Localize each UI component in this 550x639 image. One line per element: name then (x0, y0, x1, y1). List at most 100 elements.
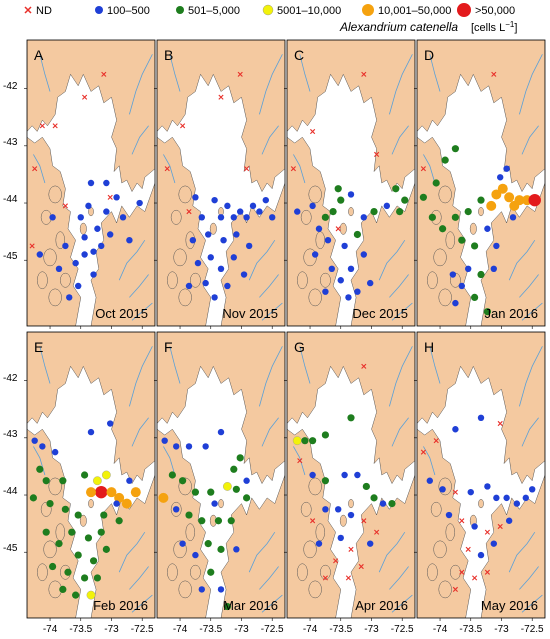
island (438, 185, 452, 204)
river-line (521, 417, 539, 447)
river-line (39, 346, 51, 384)
legend-item-501-5000: 501–5,000 (176, 5, 240, 17)
island (433, 540, 447, 559)
land-area (90, 182, 155, 326)
station-marker (513, 500, 521, 507)
island (300, 209, 312, 225)
river-line (299, 54, 311, 92)
river-line (519, 566, 539, 590)
station-marker-nd (310, 128, 316, 135)
island (48, 288, 62, 307)
station-marker (315, 540, 323, 547)
station-marker (119, 214, 127, 221)
station-marker (441, 156, 449, 164)
station-marker (64, 568, 72, 576)
station-marker (392, 185, 400, 193)
island (48, 477, 62, 496)
river-line (169, 54, 181, 92)
river-line (508, 531, 536, 573)
station-marker (458, 282, 465, 290)
station-marker (467, 488, 474, 496)
station-marker-nd (62, 203, 68, 209)
station-marker (207, 488, 215, 496)
island (36, 563, 48, 582)
station-marker (158, 492, 169, 503)
station-marker (486, 200, 497, 211)
river-line (389, 274, 409, 298)
island (445, 231, 456, 250)
station-marker (493, 494, 500, 502)
station-marker (353, 230, 361, 239)
station-marker (334, 185, 342, 193)
station-marker (59, 585, 67, 594)
station-marker (29, 494, 37, 502)
station-marker (198, 586, 205, 593)
station-marker (509, 214, 517, 221)
river-line (389, 566, 409, 590)
station-marker (360, 214, 367, 221)
station-marker (93, 476, 102, 486)
station-marker (230, 214, 237, 221)
station-marker (51, 448, 59, 456)
station-marker-nd (82, 94, 88, 100)
station-marker (72, 591, 80, 599)
station-marker (192, 551, 199, 559)
cross-marker-icon (24, 6, 32, 14)
station-marker (130, 487, 141, 498)
station-marker (224, 282, 231, 290)
station-marker (458, 236, 466, 244)
legend-item-nd: ND (24, 5, 52, 17)
map-panel-g: G Apr 2016 (284, 331, 416, 621)
island (339, 514, 347, 527)
legend-label: ND (36, 5, 52, 17)
station-marker (471, 242, 479, 250)
station-marker (379, 500, 387, 507)
river-line (389, 54, 413, 115)
station-marker (107, 231, 114, 238)
land-area (220, 182, 285, 326)
station-marker-nd (107, 194, 113, 200)
land-area (287, 40, 415, 193)
panel-month: Feb 2016 (93, 598, 148, 613)
x-tick-label: -73.5 (199, 624, 222, 635)
x-tick-label: -72.5 (261, 624, 284, 635)
panel-letter: F (164, 339, 173, 355)
station-marker (86, 590, 96, 600)
legend-label: 10,001–50,000 (378, 5, 451, 17)
station-marker (211, 294, 218, 301)
station-marker (214, 517, 223, 525)
panel-letter: B (164, 47, 173, 63)
station-marker (74, 551, 82, 559)
station-marker (95, 485, 108, 499)
island (88, 499, 94, 509)
river-line (261, 302, 283, 321)
x-tick-label: -72.5 (521, 624, 544, 635)
island (469, 222, 477, 235)
station-marker (204, 540, 212, 548)
island (320, 272, 331, 288)
station-marker (86, 487, 96, 498)
panel-frame (416, 39, 546, 327)
station-marker (439, 225, 447, 233)
panel-frame (26, 331, 156, 619)
station-marker (230, 254, 237, 261)
station-marker-nd (491, 71, 497, 77)
station-marker (256, 208, 263, 215)
station-marker-nd (101, 71, 107, 77)
species-name: Alexandrium catenella (339, 20, 458, 34)
river-line (39, 54, 51, 92)
station-marker (232, 485, 240, 493)
panel-letter: E (34, 339, 43, 355)
island (166, 271, 178, 290)
river-line (391, 594, 413, 613)
station-marker (324, 237, 332, 244)
station-marker-nd (322, 575, 328, 581)
station-marker-nd (358, 563, 364, 570)
station-marker (59, 477, 67, 485)
station-marker (322, 288, 329, 295)
station-marker (269, 214, 276, 221)
island (218, 499, 224, 509)
x-tick-label: -73 (364, 624, 379, 635)
x-tick-label: -74 (433, 624, 448, 635)
